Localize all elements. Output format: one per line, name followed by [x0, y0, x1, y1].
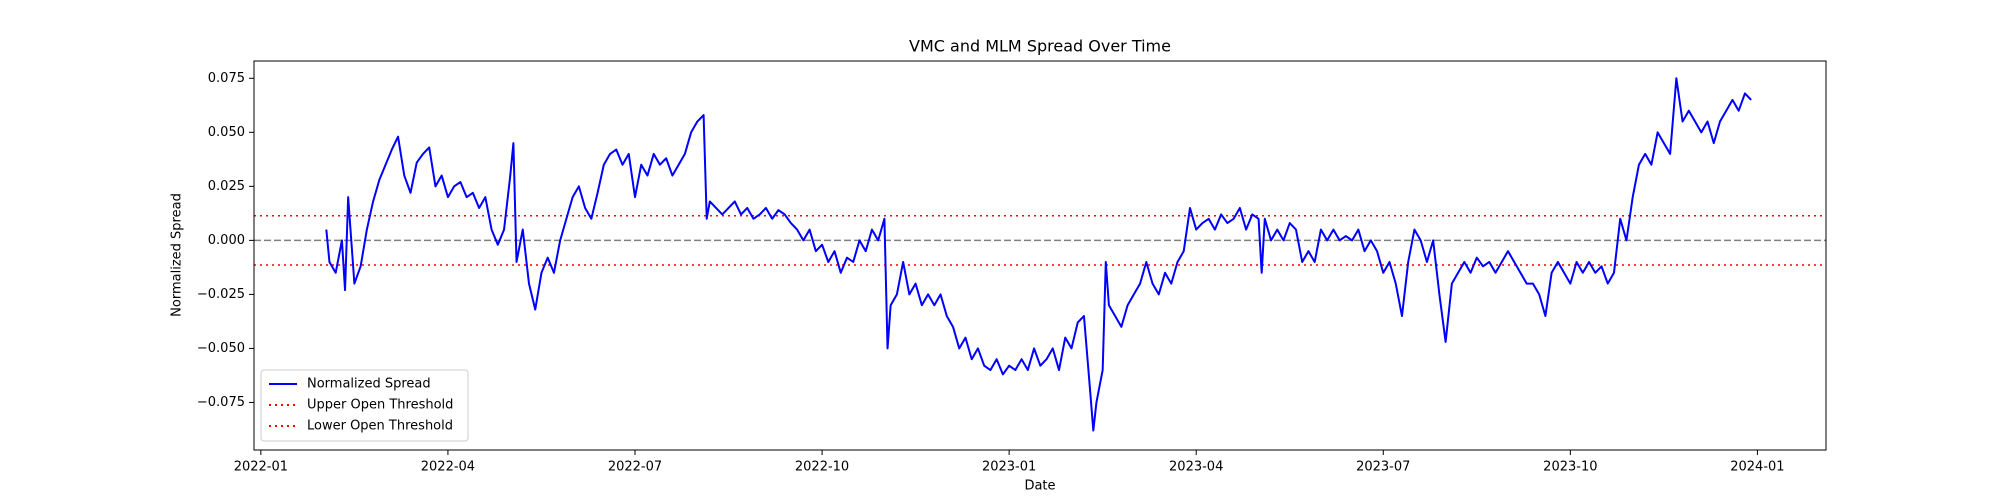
x-tick-label: 2023-01 [982, 460, 1036, 475]
legend-box [260, 369, 469, 442]
y-tick-label: 0.025 [208, 179, 245, 194]
chart-title: VMC and MLM Spread Over Time [909, 37, 1171, 56]
y-tick-label: −0.050 [197, 341, 245, 356]
x-tick-label: 2022-01 [234, 460, 288, 475]
legend-label: Upper Open Threshold [307, 398, 453, 413]
x-tick-label: 2023-10 [1543, 460, 1597, 475]
plot-frame [253, 60, 1827, 451]
x-tick-label: 2024-01 [1730, 460, 1784, 475]
legend-label: Lower Open Threshold [307, 419, 453, 434]
legend-label: Normalized Spread [307, 377, 431, 392]
y-tick-label: 0.075 [208, 71, 245, 86]
x-tick-label: 2022-04 [421, 460, 475, 475]
x-tick-label: 2022-07 [608, 460, 662, 475]
y-tick-label: −0.025 [197, 287, 245, 302]
y-tick-label: 0.000 [208, 233, 245, 248]
data-line [325, 77, 1752, 432]
x-tick-label: 2023-07 [1356, 460, 1410, 475]
x-axis-label: Date [1024, 479, 1055, 494]
x-tick-label: 2023-04 [1169, 460, 1223, 475]
y-axis-label: Normalized Spread [170, 193, 185, 317]
y-tick-label: −0.075 [197, 395, 245, 410]
y-tick-label: 0.050 [208, 125, 245, 140]
x-tick-label: 2022-10 [795, 460, 849, 475]
